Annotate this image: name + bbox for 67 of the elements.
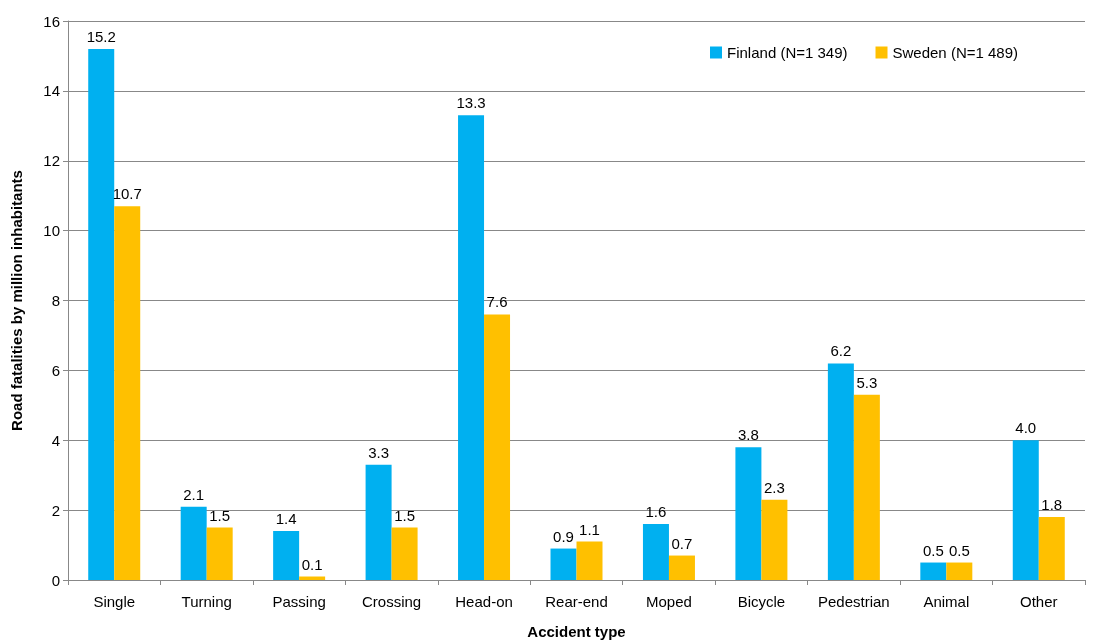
legend-label: Finland (N=1 349) bbox=[727, 44, 848, 61]
bar bbox=[761, 499, 788, 580]
data-label: 3.3 bbox=[368, 443, 390, 461]
y-tick-label: 0 bbox=[51, 571, 60, 589]
data-label: 1.6 bbox=[645, 503, 667, 521]
bar bbox=[1038, 517, 1065, 580]
bar bbox=[484, 314, 511, 580]
x-tick-label: Single bbox=[93, 593, 136, 610]
data-label: 3.8 bbox=[737, 426, 759, 444]
data-label: 1.1 bbox=[579, 520, 600, 538]
bar bbox=[735, 447, 762, 580]
data-label: 1.8 bbox=[1041, 496, 1063, 514]
x-tick-label: Rear-end bbox=[545, 593, 608, 610]
data-label: 7.6 bbox=[486, 293, 508, 311]
x-tick-label: Crossing bbox=[362, 593, 422, 610]
x-tick-label: Other bbox=[1020, 593, 1058, 610]
bar bbox=[827, 363, 854, 580]
y-tick-label: 6 bbox=[51, 361, 60, 379]
data-label: 10.7 bbox=[112, 185, 142, 203]
bar bbox=[550, 548, 577, 580]
x-tick-label: Moped bbox=[646, 593, 692, 610]
x-tick-label: Bicycle bbox=[737, 593, 786, 610]
data-label: 4.0 bbox=[1015, 419, 1037, 437]
bar bbox=[206, 527, 233, 580]
bar bbox=[668, 555, 695, 580]
x-tick-label: Pedestrian bbox=[818, 593, 890, 610]
x-tick-label: Animal bbox=[923, 593, 970, 610]
x-axis-title: Accident type bbox=[527, 623, 626, 640]
bar bbox=[920, 562, 947, 580]
data-label: 0.9 bbox=[553, 527, 574, 545]
x-tick-label: Passing bbox=[272, 593, 326, 610]
bar bbox=[1012, 440, 1039, 580]
bar bbox=[642, 524, 669, 580]
y-tick-label: 14 bbox=[43, 82, 60, 100]
y-tick-label: 4 bbox=[51, 431, 60, 449]
bar bbox=[391, 527, 418, 580]
y-tick-label: 8 bbox=[51, 292, 60, 309]
data-label: 0.5 bbox=[948, 541, 970, 559]
data-label: 2.3 bbox=[763, 478, 785, 496]
data-label: 0.7 bbox=[671, 534, 693, 552]
data-label: 1.5 bbox=[394, 506, 416, 524]
y-tick-label: 2 bbox=[51, 501, 60, 519]
bar bbox=[88, 48, 115, 580]
legend-label: Sweden (N=1 489) bbox=[892, 44, 1019, 61]
data-label: 2.1 bbox=[183, 485, 205, 503]
x-tick-label: Head-on bbox=[455, 593, 513, 610]
data-label: 1.4 bbox=[275, 510, 297, 528]
bar bbox=[458, 115, 485, 580]
data-label: 0.1 bbox=[301, 555, 323, 573]
x-tick-label: Turning bbox=[181, 593, 232, 610]
bar bbox=[853, 394, 880, 580]
bar bbox=[273, 531, 300, 580]
data-label: 6.2 bbox=[830, 342, 852, 360]
data-label: 13.3 bbox=[456, 94, 486, 112]
bar bbox=[180, 506, 207, 580]
y-tick-label: 12 bbox=[43, 152, 60, 170]
bar bbox=[365, 464, 392, 580]
data-label: 15.2 bbox=[86, 27, 116, 45]
bar bbox=[576, 541, 603, 580]
data-label: 1.5 bbox=[209, 506, 231, 524]
y-axis-title: Road fatalities by million inhabitants bbox=[8, 170, 25, 431]
bar bbox=[114, 206, 141, 580]
data-label: 5.3 bbox=[856, 373, 878, 391]
data-label: 0.5 bbox=[922, 541, 944, 559]
bar bbox=[946, 562, 973, 580]
y-tick-label: 10 bbox=[43, 222, 60, 240]
y-tick-label: 16 bbox=[43, 12, 60, 30]
